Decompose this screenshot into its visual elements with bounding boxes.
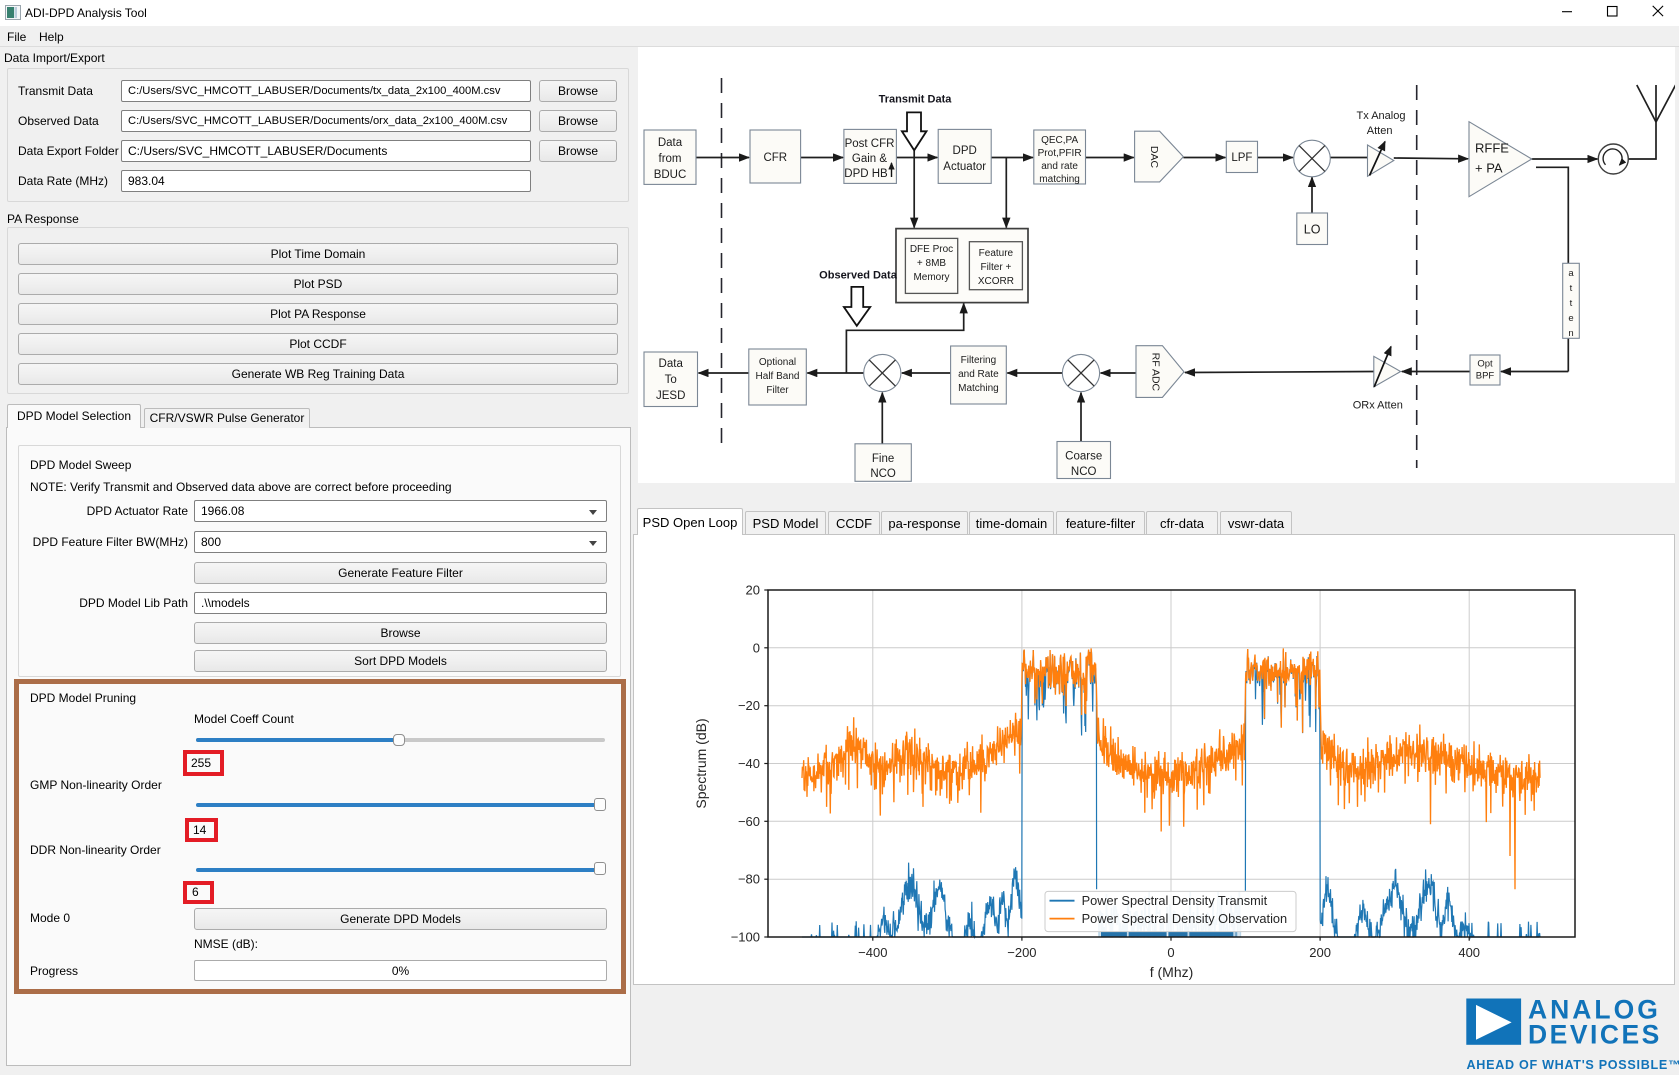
svg-text:Actuator: Actuator	[943, 161, 986, 173]
svg-text:BPF: BPF	[1476, 371, 1495, 382]
svg-text:AHEAD OF WHAT'S POSSIBLE™: AHEAD OF WHAT'S POSSIBLE™	[1467, 1058, 1679, 1072]
svg-text:RF ADC: RF ADC	[1150, 353, 1162, 392]
svg-text:n: n	[1568, 328, 1573, 339]
svg-text:Post CFR: Post CFR	[845, 138, 895, 150]
svg-text:0: 0	[753, 640, 760, 655]
svg-text:e: e	[1568, 313, 1573, 324]
svg-text:NCO: NCO	[870, 468, 896, 480]
svg-text:Atten: Atten	[1367, 125, 1393, 137]
svg-text:t: t	[1570, 283, 1573, 294]
svg-text:DPD HB: DPD HB	[844, 168, 888, 180]
svg-text:ANALOG: ANALOG	[1528, 997, 1661, 1025]
svg-text:JESD: JESD	[656, 390, 685, 402]
svg-text:DEVICES: DEVICES	[1528, 1020, 1662, 1050]
svg-text:matching: matching	[1039, 174, 1080, 185]
svg-text:Optional: Optional	[759, 357, 796, 368]
svg-text:Filtering: Filtering	[961, 355, 997, 366]
svg-text:NCO: NCO	[1071, 466, 1097, 478]
svg-text:a: a	[1568, 268, 1574, 279]
svg-text:+ PA: + PA	[1475, 161, 1503, 176]
svg-text:Fine: Fine	[872, 453, 894, 465]
svg-text:Coarse: Coarse	[1065, 451, 1102, 463]
svg-text:400: 400	[1458, 945, 1480, 960]
svg-text:−40: −40	[738, 756, 760, 771]
svg-text:Gain &: Gain &	[852, 153, 887, 165]
svg-text:DFE Proc: DFE Proc	[910, 244, 953, 255]
svg-text:LPF: LPF	[1231, 152, 1252, 164]
svg-text:Memory: Memory	[913, 272, 949, 283]
svg-text:and Rate: and Rate	[958, 369, 999, 380]
svg-text:To: To	[665, 374, 677, 386]
svg-text:−400: −400	[858, 945, 887, 960]
svg-text:XCORR: XCORR	[978, 276, 1014, 287]
svg-text:Opt: Opt	[1477, 359, 1493, 370]
svg-text:Prot,PFIR: Prot,PFIR	[1038, 148, 1082, 159]
svg-text:Data: Data	[658, 137, 683, 149]
svg-text:Transmit Data: Transmit Data	[879, 94, 953, 106]
svg-text:RFFE: RFFE	[1475, 141, 1509, 156]
svg-text:Filter: Filter	[766, 385, 789, 396]
svg-text:BDUC: BDUC	[654, 169, 687, 181]
svg-text:Data: Data	[659, 358, 684, 370]
svg-text:Power Spectral Density Observa: Power Spectral Density Observation	[1082, 911, 1288, 926]
svg-text:t: t	[1570, 298, 1573, 309]
svg-text:LO: LO	[1304, 223, 1321, 237]
svg-text:−200: −200	[1007, 945, 1036, 960]
svg-text:+ 8MB: + 8MB	[917, 258, 947, 269]
svg-text:from: from	[659, 153, 682, 165]
svg-text:QEC,PA: QEC,PA	[1041, 135, 1078, 146]
svg-text:200: 200	[1309, 945, 1331, 960]
svg-text:and rate: and rate	[1041, 161, 1078, 172]
svg-text:−80: −80	[738, 872, 760, 887]
svg-text:DAC: DAC	[1148, 146, 1160, 169]
svg-text:−60: −60	[738, 814, 760, 829]
svg-text:f (Mhz): f (Mhz)	[1150, 964, 1194, 980]
svg-text:0: 0	[1167, 945, 1174, 960]
svg-text:−20: −20	[738, 698, 760, 713]
svg-text:Feature: Feature	[979, 248, 1014, 259]
svg-text:Observed Data: Observed Data	[819, 270, 898, 282]
svg-text:Power Spectral Density Transmi: Power Spectral Density Transmit	[1082, 893, 1268, 908]
svg-text:Filter +: Filter +	[980, 262, 1011, 273]
svg-text:DPD: DPD	[953, 145, 977, 157]
svg-text:20: 20	[746, 583, 760, 598]
svg-text:Tx Analog: Tx Analog	[1357, 110, 1406, 122]
svg-text:−100: −100	[731, 930, 760, 945]
svg-text:CFR: CFR	[763, 152, 787, 164]
svg-text:Matching: Matching	[958, 383, 999, 394]
svg-text:Half Band: Half Band	[756, 371, 800, 382]
svg-text:Spectrum (dB): Spectrum (dB)	[693, 718, 709, 808]
svg-text:ORx Atten: ORx Atten	[1353, 400, 1403, 412]
